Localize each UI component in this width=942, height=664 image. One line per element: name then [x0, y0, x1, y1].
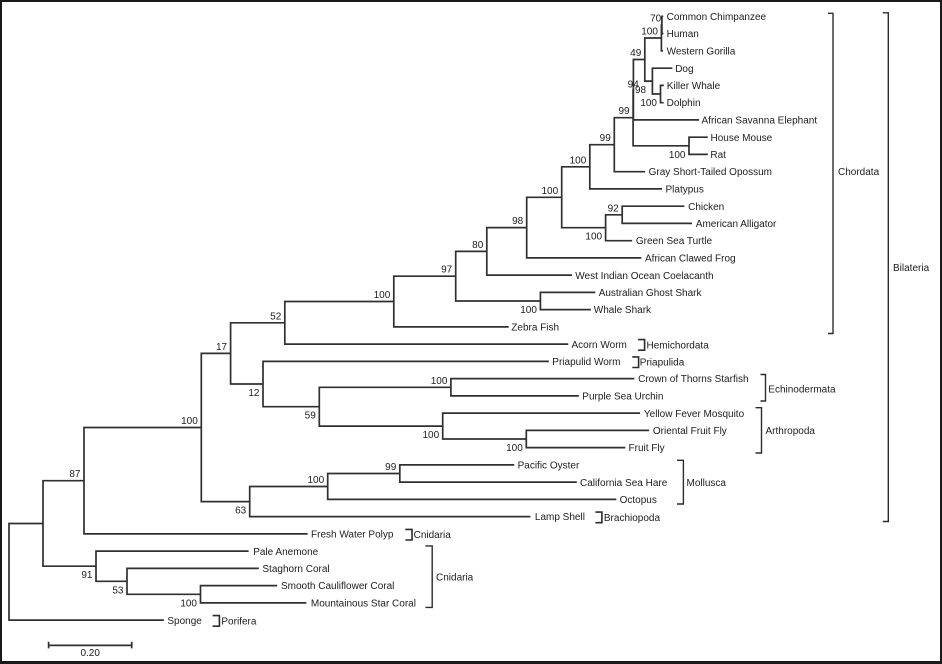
svg-text:Platypus: Platypus	[666, 185, 704, 196]
svg-text:Mountainous Star Coral: Mountainous Star Coral	[311, 599, 416, 610]
svg-text:99: 99	[618, 106, 630, 117]
svg-text:100: 100	[506, 443, 523, 454]
svg-text:Mollusca: Mollusca	[687, 478, 727, 489]
svg-text:100: 100	[641, 27, 658, 38]
svg-text:Dog: Dog	[675, 64, 693, 75]
svg-text:100: 100	[570, 155, 587, 166]
svg-text:Crown of Thorns Starfish: Crown of Thorns Starfish	[638, 374, 748, 385]
svg-text:Zebra Fish: Zebra Fish	[511, 323, 559, 334]
svg-text:Killer Whale: Killer Whale	[667, 81, 721, 92]
svg-text:99: 99	[600, 133, 612, 144]
svg-text:Bilateria: Bilateria	[893, 263, 930, 274]
svg-text:100: 100	[374, 290, 391, 301]
svg-text:Priapulid Worm: Priapulid Worm	[552, 357, 620, 368]
svg-text:100: 100	[640, 98, 657, 109]
svg-text:100: 100	[431, 376, 448, 387]
svg-text:Sponge: Sponge	[167, 616, 202, 627]
svg-text:Gray Short-Tailed Opossum: Gray Short-Tailed Opossum	[649, 167, 772, 178]
svg-text:53: 53	[112, 585, 124, 596]
svg-text:Western Gorilla: Western Gorilla	[667, 47, 736, 58]
svg-text:91: 91	[81, 570, 93, 581]
svg-text:Australian Ghost Shark: Australian Ghost Shark	[599, 288, 703, 299]
svg-text:Porifera: Porifera	[221, 616, 256, 627]
svg-text:Chicken: Chicken	[688, 202, 724, 213]
svg-text:Cnidaria: Cnidaria	[436, 573, 474, 584]
svg-text:Fruit Fly: Fruit Fly	[629, 443, 665, 454]
svg-text:Rat: Rat	[710, 150, 726, 161]
svg-text:100: 100	[308, 475, 325, 486]
svg-text:63: 63	[235, 506, 247, 517]
svg-text:Whale Shark: Whale Shark	[594, 305, 652, 316]
svg-text:Oriental Fruit Fly: Oriental Fruit Fly	[653, 426, 727, 437]
svg-text:American Alligator: American Alligator	[696, 219, 777, 230]
svg-text:98: 98	[512, 216, 524, 227]
svg-text:Common Chimpanzee: Common Chimpanzee	[667, 12, 767, 23]
svg-text:99: 99	[385, 462, 397, 473]
svg-text:94: 94	[628, 79, 640, 90]
svg-text:Pacific Oyster: Pacific Oyster	[518, 461, 580, 472]
svg-text:Purple Sea Urchin: Purple Sea Urchin	[582, 392, 663, 403]
svg-text:100: 100	[542, 186, 559, 197]
svg-text:Echinodermata: Echinodermata	[768, 384, 836, 395]
svg-text:49: 49	[630, 48, 642, 59]
svg-text:Chordata: Chordata	[838, 167, 880, 178]
svg-text:Brachiopoda: Brachiopoda	[604, 513, 661, 524]
svg-text:92: 92	[608, 203, 620, 214]
svg-text:0.20: 0.20	[80, 648, 100, 659]
svg-text:70: 70	[650, 14, 662, 25]
svg-text:97: 97	[441, 265, 453, 276]
svg-text:100: 100	[585, 232, 602, 243]
svg-text:House Mouse: House Mouse	[711, 133, 773, 144]
svg-text:Hemichordata: Hemichordata	[647, 340, 710, 351]
svg-text:African Savanna Elephant: African Savanna Elephant	[702, 116, 818, 127]
svg-text:59: 59	[305, 411, 317, 422]
svg-text:Fresh Water Polyp: Fresh Water Polyp	[311, 530, 394, 541]
svg-text:100: 100	[181, 416, 198, 427]
svg-text:Octopus: Octopus	[620, 495, 657, 506]
svg-text:Human: Human	[667, 29, 699, 40]
svg-text:Yellow Fever Mosquito: Yellow Fever Mosquito	[644, 409, 745, 420]
svg-text:West Indian Ocean Coelacanth: West Indian Ocean Coelacanth	[575, 271, 713, 282]
svg-text:52: 52	[270, 311, 282, 322]
svg-text:Arthropoda: Arthropoda	[766, 426, 816, 437]
svg-text:100: 100	[180, 598, 197, 609]
svg-text:17: 17	[216, 342, 228, 353]
svg-text:Lamp Shell: Lamp Shell	[535, 512, 585, 523]
svg-text:Dolphin: Dolphin	[667, 98, 701, 109]
svg-text:100: 100	[520, 305, 537, 316]
svg-text:Smooth Cauliflower Coral: Smooth Cauliflower Coral	[281, 581, 394, 592]
svg-text:80: 80	[472, 240, 484, 251]
svg-text:Pale Anemone: Pale Anemone	[253, 547, 318, 558]
svg-text:Priapulida: Priapulida	[640, 358, 685, 369]
svg-text:100: 100	[423, 430, 440, 441]
svg-text:California Sea Hare: California Sea Hare	[580, 478, 668, 489]
svg-text:87: 87	[69, 469, 81, 480]
svg-text:100: 100	[669, 150, 686, 161]
svg-text:Cnidaria: Cnidaria	[414, 530, 452, 541]
svg-text:98: 98	[635, 85, 647, 96]
svg-text:African Clawed Frog: African Clawed Frog	[645, 254, 736, 265]
svg-text:12: 12	[248, 388, 260, 399]
svg-text:Green Sea Turtle: Green Sea Turtle	[636, 236, 713, 247]
svg-text:Staghorn Coral: Staghorn Coral	[262, 564, 329, 575]
svg-text:Acorn Worm: Acorn Worm	[572, 340, 627, 351]
